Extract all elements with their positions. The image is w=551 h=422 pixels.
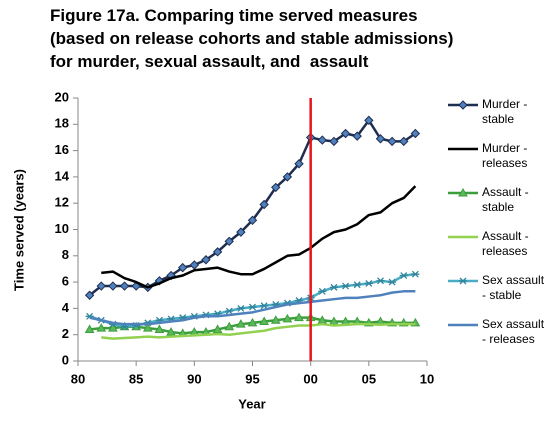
x-axis-label: Year <box>238 396 265 411</box>
point <box>189 260 200 270</box>
point <box>212 247 223 257</box>
point <box>410 128 421 139</box>
point <box>294 312 304 322</box>
y-tick-label: 12 <box>55 195 69 210</box>
x-tick-label: 00 <box>303 371 317 386</box>
point <box>108 281 118 291</box>
point <box>142 323 153 332</box>
point <box>247 215 258 226</box>
point <box>260 302 269 310</box>
legend-label: Murder - stable <box>482 97 528 126</box>
point <box>317 135 328 145</box>
point <box>119 281 130 291</box>
y-tick-label: 2 <box>62 326 69 341</box>
point <box>131 281 141 291</box>
point <box>364 115 374 126</box>
point <box>411 270 420 278</box>
series-line <box>88 119 417 297</box>
x-tick-label: 10 <box>420 371 434 386</box>
point <box>329 136 339 147</box>
point <box>225 307 234 315</box>
point <box>224 321 235 331</box>
point <box>329 283 338 291</box>
y-tick-label: 6 <box>62 274 69 289</box>
point <box>270 315 281 324</box>
point <box>259 316 269 326</box>
point <box>236 304 245 312</box>
point <box>340 128 351 139</box>
point <box>387 136 397 147</box>
x-tick-label: 05 <box>362 371 376 386</box>
point <box>84 324 95 333</box>
legend-label: Sex assault - stable <box>482 273 545 302</box>
series-line <box>89 290 416 326</box>
x-tick-label: 80 <box>71 371 85 386</box>
point <box>375 134 386 144</box>
point <box>353 281 362 289</box>
point <box>84 290 95 300</box>
legend-label: Assault - stable <box>482 185 529 214</box>
point <box>282 313 293 323</box>
point <box>364 279 373 287</box>
y-tick-label: 10 <box>55 221 69 236</box>
y-tick-label: 14 <box>55 168 70 183</box>
chart-title: Figure 17a. Comparing time served measur… <box>50 6 454 71</box>
point <box>236 319 246 328</box>
y-tick-label: 8 <box>62 247 69 262</box>
y-tick-label: 16 <box>55 142 69 157</box>
point <box>341 282 350 290</box>
legend-marker <box>458 187 468 197</box>
point <box>177 262 188 273</box>
legend-label: Murder - releases <box>482 141 528 170</box>
point <box>259 199 269 210</box>
x-tick-label: 85 <box>129 371 143 386</box>
point <box>399 272 408 279</box>
y-axis-label: Time served (years) <box>11 169 26 291</box>
legend-marker <box>458 100 468 110</box>
point <box>224 236 234 247</box>
y-tick-label: 18 <box>55 116 69 131</box>
point <box>108 323 118 332</box>
point <box>399 136 409 147</box>
y-tick-label: 4 <box>62 300 70 315</box>
point <box>212 324 223 333</box>
point <box>96 281 106 291</box>
x-tick-label: 90 <box>187 371 201 386</box>
point <box>201 255 211 265</box>
point <box>318 287 327 295</box>
point <box>294 159 304 169</box>
point <box>388 278 397 286</box>
point <box>96 323 107 332</box>
legend-label: Assault - releases <box>482 229 529 258</box>
point <box>166 327 176 336</box>
markers <box>84 115 421 300</box>
series-line <box>101 322 416 340</box>
point <box>154 324 165 333</box>
point <box>352 131 362 141</box>
y-tick-label: 0 <box>62 352 69 367</box>
series-line <box>101 185 417 289</box>
y-tick-label: 20 <box>55 89 69 104</box>
point <box>247 317 258 327</box>
point <box>271 182 281 193</box>
point <box>376 277 385 285</box>
legend-label: Sex assault - releases <box>482 317 545 346</box>
point <box>248 303 257 311</box>
legend-marker <box>459 277 467 285</box>
point <box>282 172 293 182</box>
x-tick-label: 95 <box>245 371 259 386</box>
point <box>236 227 246 237</box>
